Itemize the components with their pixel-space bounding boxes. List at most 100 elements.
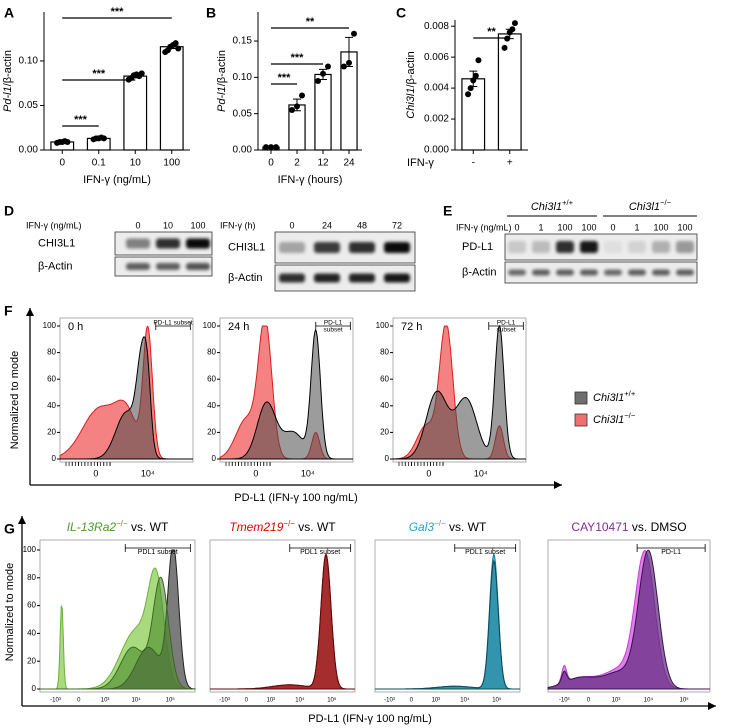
bar [159, 46, 184, 151]
data-point [346, 59, 352, 66]
y-tick-label: 0 [32, 684, 37, 693]
blot-row-label: β-Actin [228, 272, 262, 284]
y-tick-label: 100 [43, 321, 57, 330]
x-tick-label: -10³ [559, 698, 570, 704]
gate-bracket [488, 322, 524, 330]
x-tick-label: 10⁴ [301, 468, 315, 478]
axis-arrow [21, 516, 716, 707]
x-axis-label: PD-L1 (IFN-γ 100 ng/mL) [308, 713, 431, 725]
panel-title: IL-13Ra2−/− vs. WT [67, 519, 169, 535]
significance-label: *** [74, 114, 88, 126]
blot-band [532, 269, 550, 276]
blot-lane-label: 100 [581, 222, 596, 232]
y-tick-label: 0.00 [19, 145, 39, 156]
y-axis-label-gene: Pd-l1 [2, 86, 14, 112]
x-tick-label: 2 [294, 158, 300, 169]
y-tick-label: 40 [27, 629, 36, 638]
blot-band [126, 238, 150, 249]
legend-label-sup: +/+ [624, 389, 636, 398]
y-tick-label: 40 [380, 401, 389, 410]
data-point [273, 144, 279, 151]
x-tick-label: 0 [93, 468, 98, 478]
y-tick-label: 0 [385, 454, 390, 463]
x-tick-label: 0 [410, 698, 414, 704]
data-point [64, 138, 71, 145]
y-tick-label: 0.002 [424, 114, 449, 125]
x-tick-label: -10³ [50, 698, 61, 704]
x-tick-label: + [507, 158, 513, 169]
blot-band [580, 241, 598, 253]
y-tick-label: 40 [47, 401, 56, 410]
y-tick-label: 20 [207, 428, 216, 437]
significance-label: ** [487, 26, 496, 38]
y-axis-label: Chi3l1/β-actin [405, 51, 417, 118]
y-tick-label: 100 [376, 321, 390, 330]
y-tick-label: 60 [47, 374, 56, 383]
gate-label: subset [496, 327, 515, 334]
data-point [294, 103, 300, 110]
panel-title-rest: vs. WT [446, 520, 487, 534]
data-point [138, 70, 145, 77]
legend-swatch [574, 413, 588, 427]
blot-lane-label: 100 [557, 222, 572, 232]
panel-title-name: IL-13Ra2 [67, 520, 117, 534]
x-tick-label: 10³ [612, 698, 621, 704]
blot-band [676, 269, 694, 276]
data-point [268, 144, 274, 151]
blot-lane-label: 100 [677, 222, 692, 232]
histogram [60, 336, 193, 460]
blot-treatment: IFN-γ (ng/mL) [456, 222, 512, 232]
blot-lane-label: 0 [514, 222, 519, 232]
x-tick-label: 10⁴ [644, 697, 654, 704]
panel-title-name: Gal3 [409, 520, 435, 534]
y-tick-label: 60 [27, 601, 36, 610]
y-tick-label: 100 [203, 321, 217, 330]
blot-treatment: IFN-γ (ng/mL) [26, 220, 82, 230]
blot-row-label: CHI3L1 [228, 241, 265, 253]
blot-row-label: β-Actin [38, 260, 72, 272]
x-tick-label: 10⁴ [460, 697, 470, 704]
blot-lane-label: 48 [357, 220, 367, 230]
data-point [325, 63, 331, 70]
panel-title-name: Tmem219 [229, 520, 283, 534]
y-tick-label: 0.10 [233, 72, 253, 83]
legend-label-name: Chi3l1 [593, 392, 624, 404]
blot-band [384, 273, 410, 283]
y-tick-label: 20 [27, 656, 36, 665]
blot-group-label: Chi3l1−/− [629, 198, 672, 213]
data-point [263, 144, 269, 151]
blot-lane-label: 0 [289, 220, 294, 230]
panel-letter: F [4, 303, 13, 319]
y-tick-label: 60 [207, 374, 216, 383]
panel-title-rest: vs. DMSO [629, 520, 687, 534]
gate-bracket [155, 322, 191, 330]
x-tick-label: 0 [253, 468, 258, 478]
gate-bracket [289, 544, 352, 552]
x-tick-label: 0 [268, 158, 274, 169]
histogram [393, 324, 526, 460]
histogram [40, 576, 195, 690]
y-tick-label: 60 [380, 374, 389, 383]
blot-band [556, 241, 574, 253]
blot-band [314, 242, 340, 253]
legend-label-sup: −/− [624, 411, 636, 420]
y-axis-label: Pd-l1/β-actin [2, 50, 14, 112]
legend-swatch [574, 391, 588, 405]
blot-band [652, 269, 670, 276]
blot-treatment: IFN-γ (h) [220, 220, 256, 230]
y-axis-label: Normalized to mode [4, 563, 16, 661]
panel-title: Tmem219−/− vs. WT [229, 519, 336, 535]
blot-band [186, 263, 210, 270]
bar [497, 33, 522, 151]
legend-label: Chi3l1+/+ [593, 389, 636, 404]
panel-title: CAY10471 vs. DMSO [571, 520, 686, 534]
significance-label: *** [111, 6, 125, 18]
blot-lane-label: 24 [322, 220, 332, 230]
blot-band [604, 269, 622, 276]
gate-bracket [315, 322, 351, 330]
significance-label: *** [92, 68, 106, 80]
blot-lane-label: 0 [135, 220, 140, 230]
gate-bracket [454, 544, 517, 552]
y-axis-label: Pd-l1/β-actin [216, 50, 228, 112]
